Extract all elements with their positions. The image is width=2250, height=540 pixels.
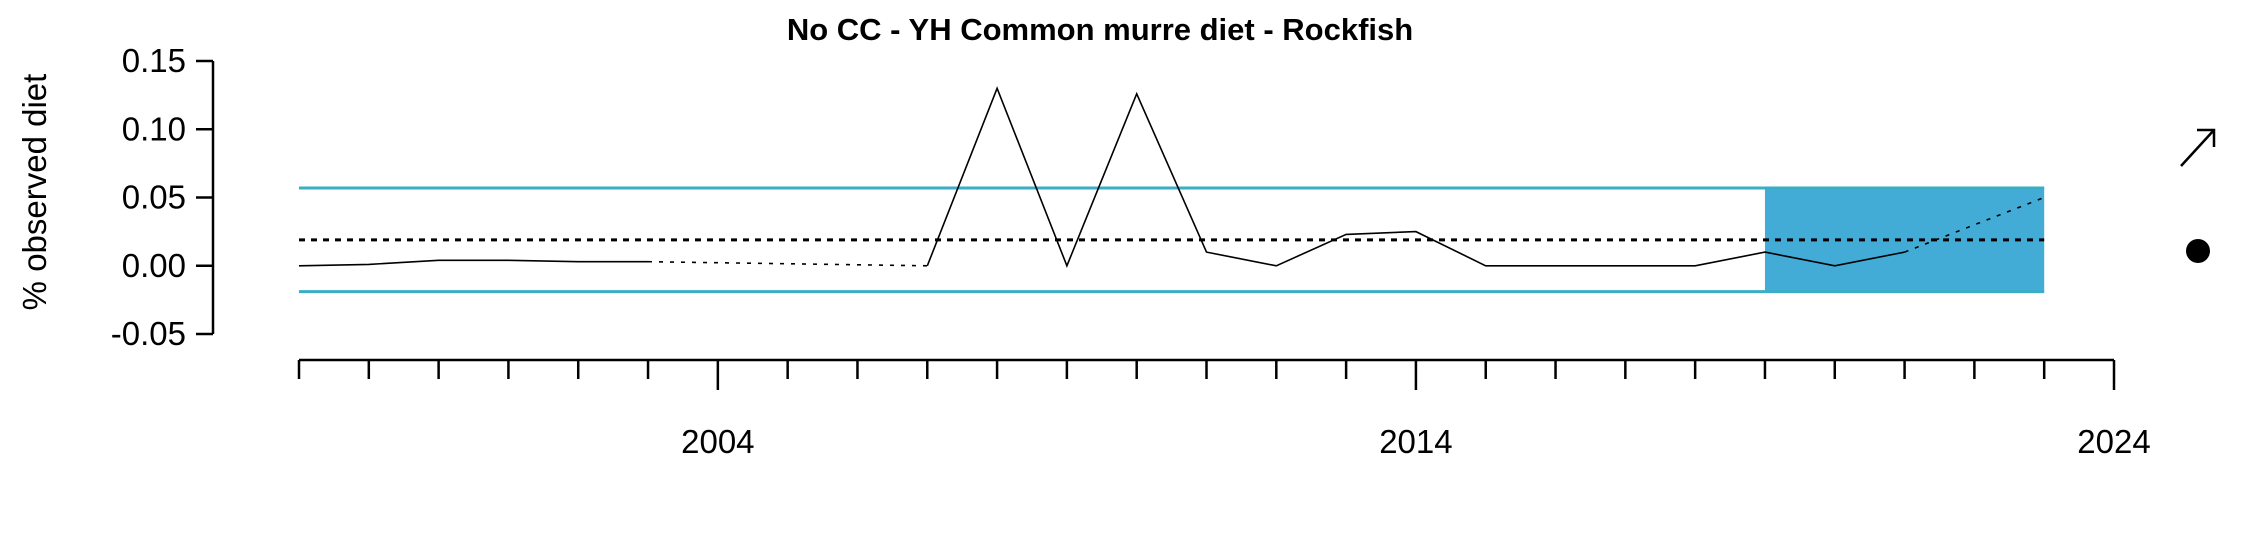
- axes: -0.05 0.00 0.05 0.10 0.15 2004 2014 2024: [111, 42, 2151, 460]
- series-segment-2-dotted: [647, 260, 928, 267]
- chart-title: No CC - YH Common murre diet - Rockfish: [787, 12, 1413, 47]
- arrow-shaft: [2180, 129, 2215, 167]
- x-tick-label: 2024: [2077, 423, 2150, 460]
- series-segment-3-solid: [926, 86, 1905, 268]
- y-tick-label: -0.05: [111, 315, 186, 352]
- symbols: [2180, 128, 2216, 263]
- x-tick-label: 2004: [681, 423, 754, 460]
- series-segment-4-dotted: [1904, 196, 2045, 253]
- y-tick-label: 0.00: [122, 247, 186, 284]
- y-tick-label: 0.15: [122, 42, 186, 79]
- series-segment-1-solid: [298, 259, 648, 267]
- x-tick-label: 2014: [1379, 423, 1452, 460]
- recent-period-shade: [1764, 187, 2045, 292]
- plot-area: [298, 86, 2045, 294]
- arrow-up-right-icon: [2180, 128, 2216, 167]
- y-tick-label: 0.10: [122, 110, 186, 147]
- y-axis-label: % observed diet: [16, 74, 53, 311]
- filled-circle-icon: [2186, 239, 2210, 263]
- arrow-head: [2197, 128, 2216, 147]
- y-tick-label: 0.05: [122, 179, 186, 216]
